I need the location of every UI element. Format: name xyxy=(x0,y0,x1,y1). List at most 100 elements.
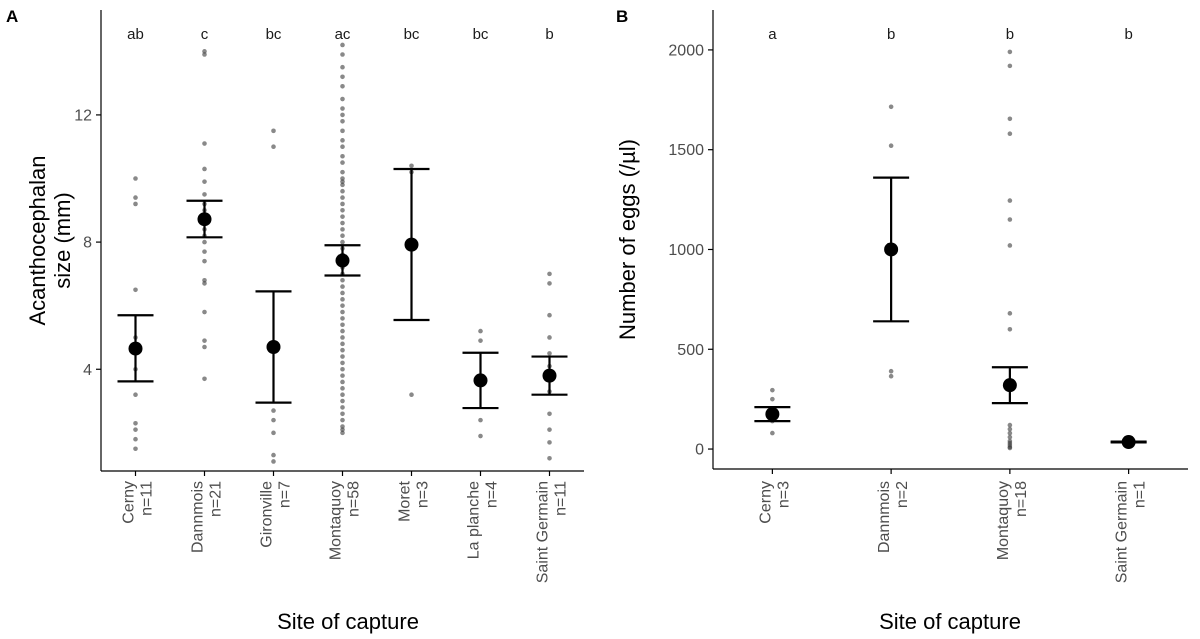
data-point xyxy=(340,335,345,340)
x-tick-label-n: n=11 xyxy=(553,481,570,516)
data-point xyxy=(340,179,345,184)
data-point xyxy=(340,138,345,143)
x-tick-label-n: n=7 xyxy=(277,481,294,508)
data-point xyxy=(340,96,345,102)
data-point xyxy=(202,277,207,283)
data-point xyxy=(340,366,345,372)
x-tick-label-site: Cerny xyxy=(757,481,774,524)
data-point xyxy=(202,49,207,54)
y-tick-label: 4 xyxy=(83,362,92,379)
data-point xyxy=(340,277,345,283)
panel-a-label: A xyxy=(6,7,18,26)
data-point xyxy=(340,64,345,70)
significance-letter: b xyxy=(1124,26,1132,43)
mean-point xyxy=(404,237,419,252)
data-point xyxy=(133,446,138,452)
data-point xyxy=(1007,217,1013,222)
data-point xyxy=(340,118,345,124)
data-point xyxy=(202,239,207,245)
x-tick-label-n: n=3 xyxy=(415,481,432,508)
data-point xyxy=(1007,49,1013,55)
mean-point xyxy=(542,368,557,383)
data-point xyxy=(340,297,345,302)
data-point xyxy=(271,459,276,464)
data-point xyxy=(1007,311,1013,316)
data-point xyxy=(202,249,207,254)
data-point xyxy=(1007,63,1013,69)
data-point xyxy=(340,112,345,118)
data-point xyxy=(340,379,345,385)
data-point xyxy=(133,176,138,181)
panel-b: B 0 500 1000 1500 2000 Cerny n=3 Dannmois n=2 Mo… xyxy=(615,7,1188,634)
data-point xyxy=(133,287,138,293)
data-point xyxy=(340,373,345,378)
data-point xyxy=(202,141,207,146)
y-tick-label: 500 xyxy=(677,342,704,359)
data-point xyxy=(340,417,345,423)
data-point xyxy=(340,74,345,80)
panel-a-x-axis-title: Site of capture xyxy=(277,609,419,634)
x-tick-label-n: n=4 xyxy=(484,481,501,508)
data-point xyxy=(271,452,276,458)
significance-letter: ac xyxy=(335,26,351,43)
data-point xyxy=(271,408,276,413)
panel-a-y-ticks: 4 8 12 xyxy=(74,107,101,379)
data-point xyxy=(340,160,345,165)
mean-point xyxy=(765,407,780,422)
x-tick-label-site: Dannmois xyxy=(190,481,207,553)
data-point xyxy=(133,421,138,426)
data-point xyxy=(547,455,552,461)
data-point xyxy=(478,417,483,423)
data-point xyxy=(547,411,552,417)
data-point xyxy=(340,214,345,219)
panel-b-label: B xyxy=(616,7,628,26)
data-point xyxy=(340,398,345,404)
data-point xyxy=(770,396,775,402)
data-point xyxy=(340,316,345,321)
data-point xyxy=(340,169,345,175)
data-point xyxy=(340,233,345,239)
data-point xyxy=(202,52,207,57)
x-tick-label-n: n=21 xyxy=(208,481,225,517)
panel-b-y-axis-title: Number of eggs (/µl) xyxy=(615,139,640,340)
data-point xyxy=(340,347,345,353)
significance-letter: b xyxy=(545,26,553,43)
data-point xyxy=(340,106,345,111)
data-point xyxy=(340,430,345,436)
significance-letter: c xyxy=(201,26,209,43)
data-point xyxy=(770,430,775,436)
data-point xyxy=(888,143,894,149)
data-point xyxy=(547,335,552,340)
mean-point xyxy=(884,242,899,257)
data-point xyxy=(547,271,552,277)
x-tick-label-site: Saint Germain xyxy=(1114,481,1131,583)
data-point xyxy=(1007,434,1013,440)
data-point xyxy=(202,309,207,315)
data-point xyxy=(340,303,345,308)
data-point xyxy=(409,392,414,397)
data-point xyxy=(1007,116,1013,122)
data-point xyxy=(478,433,483,439)
data-point xyxy=(1007,243,1013,248)
data-point xyxy=(1007,445,1013,451)
significance-letter: a xyxy=(768,26,777,43)
x-tick-label-site: Cerny xyxy=(121,481,138,524)
panel-a-significance-letters: ab c bc ac bc bc b xyxy=(127,26,554,43)
panel-b-x-ticks: Cerny n=3 Dannmois n=2 Montaquoy n=18 Saint Ge… xyxy=(757,469,1149,583)
y-tick-label: 1500 xyxy=(668,142,704,159)
data-point xyxy=(133,195,138,200)
data-point xyxy=(340,153,345,159)
y-tick-label: 8 xyxy=(83,235,92,252)
significance-letter: b xyxy=(887,26,895,43)
panel-b-x-axis-title: Site of capture xyxy=(879,609,1021,634)
panel-b-y-ticks: 0 500 1000 1500 2000 xyxy=(668,42,713,459)
x-tick-label-n: n=18 xyxy=(1013,481,1030,517)
data-point xyxy=(133,392,138,397)
data-point xyxy=(271,430,276,436)
data-point xyxy=(888,373,894,379)
data-point xyxy=(202,344,207,350)
x-tick-label-site: Montaquoy xyxy=(328,481,345,560)
data-point xyxy=(340,52,345,57)
data-point xyxy=(478,338,483,343)
data-point xyxy=(1007,131,1013,137)
